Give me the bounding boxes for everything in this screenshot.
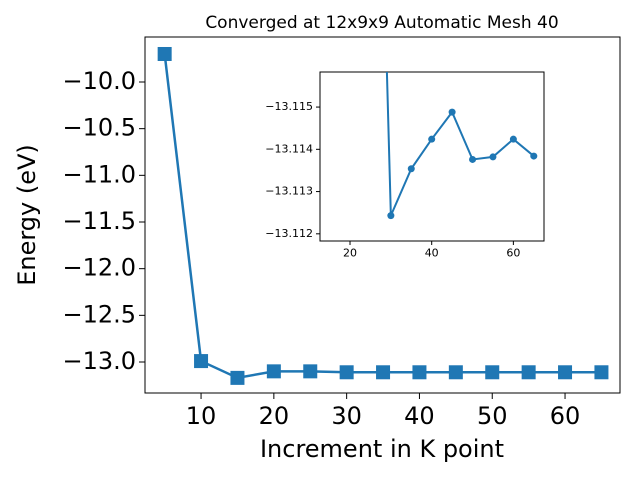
marker bbox=[266, 364, 281, 379]
x-tick-label: 50 bbox=[477, 402, 508, 430]
plot-area bbox=[319, 71, 545, 242]
y-tick-label: −12.0 bbox=[62, 254, 136, 282]
marker bbox=[448, 365, 463, 380]
y-tick-label: −12.5 bbox=[62, 300, 136, 328]
marker bbox=[428, 135, 436, 143]
y-axis-label: Energy (eV) bbox=[13, 144, 41, 286]
marker bbox=[509, 135, 517, 143]
marker bbox=[230, 370, 245, 385]
marker bbox=[489, 153, 497, 161]
marker bbox=[303, 364, 318, 379]
chart-title: Converged at 12x9x9 Automatic Mesh 40 bbox=[205, 13, 558, 33]
marker bbox=[530, 152, 538, 160]
y-tick-label: −10.5 bbox=[62, 114, 136, 142]
marker bbox=[558, 365, 573, 380]
marker bbox=[469, 155, 477, 163]
y-tick-label: −10.0 bbox=[62, 67, 136, 95]
series-group bbox=[385, 72, 538, 220]
x-tick-label: 40 bbox=[404, 402, 435, 430]
marker bbox=[448, 108, 456, 116]
y-tick-label: −11.5 bbox=[62, 207, 136, 235]
y-tick-label: −13.112 bbox=[265, 227, 313, 240]
y-tick-label: −13.115 bbox=[265, 100, 313, 113]
marker bbox=[376, 365, 391, 380]
y-tick-label: −13.114 bbox=[265, 142, 313, 155]
x-axis-label: Increment in K point bbox=[260, 435, 504, 463]
marker bbox=[521, 365, 536, 380]
marker bbox=[157, 46, 172, 61]
x-tick-label: 20 bbox=[259, 402, 290, 430]
marker bbox=[407, 165, 415, 173]
x-tick-label: 60 bbox=[550, 402, 581, 430]
x-tick-label: 40 bbox=[425, 246, 439, 259]
x-tick-label: 30 bbox=[331, 402, 362, 430]
marker bbox=[485, 365, 500, 380]
y-tick-label: −11.0 bbox=[62, 160, 136, 188]
x-tick-label: 60 bbox=[506, 246, 520, 259]
x-tick-label: 10 bbox=[186, 402, 217, 430]
y-tick-label: −13.0 bbox=[62, 347, 136, 375]
marker bbox=[387, 212, 395, 220]
marker bbox=[594, 365, 609, 380]
y-tick-label: −13.113 bbox=[265, 185, 313, 198]
marker bbox=[412, 365, 427, 380]
marker bbox=[194, 354, 209, 369]
marker bbox=[339, 365, 354, 380]
x-tick-label: 20 bbox=[343, 246, 357, 259]
series-group bbox=[157, 46, 609, 385]
